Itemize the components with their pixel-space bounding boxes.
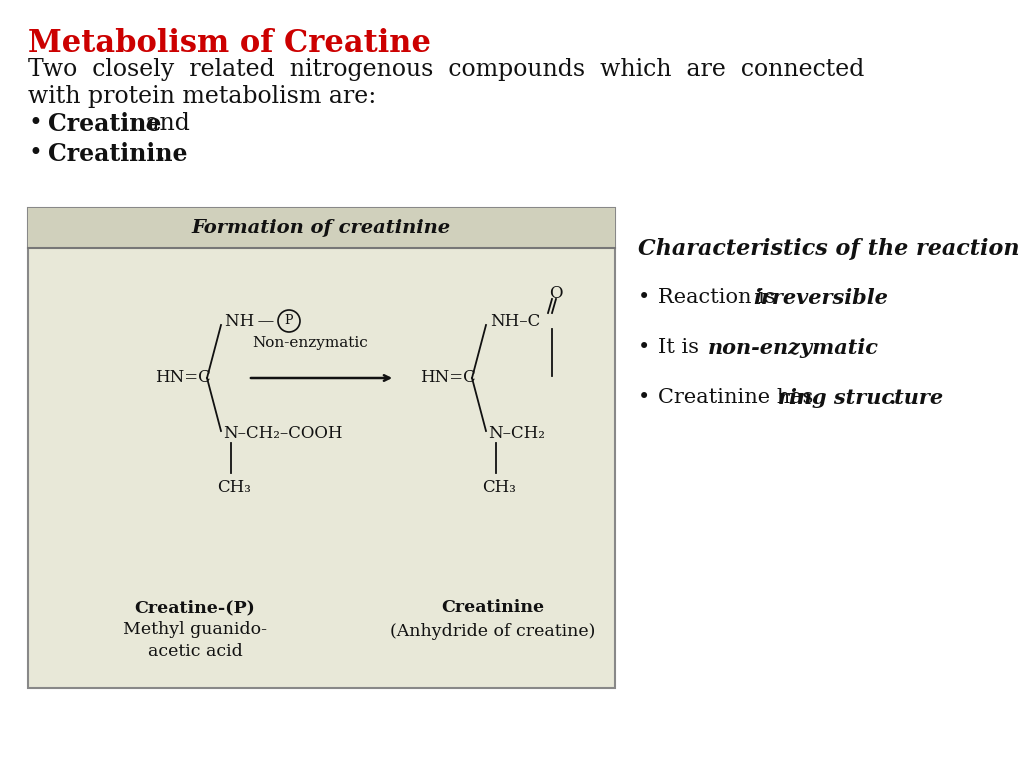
- Text: non-enzymatic: non-enzymatic: [708, 338, 879, 358]
- Text: It is: It is: [658, 338, 706, 357]
- Text: Metabolism of Creatine: Metabolism of Creatine: [28, 28, 431, 59]
- Text: .: .: [158, 142, 166, 165]
- Text: HN=C: HN=C: [155, 369, 211, 386]
- Text: CH₃: CH₃: [482, 479, 516, 496]
- Text: Creatinine: Creatinine: [441, 600, 545, 617]
- Text: •: •: [638, 338, 650, 357]
- Text: .: .: [888, 388, 895, 408]
- Text: Creatine-(P): Creatine-(P): [134, 600, 255, 617]
- Text: Reaction is: Reaction is: [658, 288, 782, 307]
- Text: •: •: [28, 142, 42, 165]
- Text: •: •: [638, 288, 650, 307]
- Text: Creatinine has: Creatinine has: [658, 388, 820, 407]
- Text: acetic acid: acetic acid: [147, 644, 243, 660]
- Text: with protein metabolism are:: with protein metabolism are:: [28, 85, 376, 108]
- Text: •: •: [28, 112, 42, 135]
- Text: HN=C: HN=C: [420, 369, 476, 386]
- Text: Non-enzymatic: Non-enzymatic: [252, 336, 368, 350]
- Text: NH —: NH —: [225, 313, 274, 329]
- Text: NH–C: NH–C: [490, 313, 541, 329]
- Text: Creatine: Creatine: [48, 112, 162, 136]
- Bar: [28, 208, 615, 248]
- Text: irreversible: irreversible: [753, 288, 888, 308]
- Text: N–CH₂–COOH: N–CH₂–COOH: [223, 425, 342, 442]
- Text: Formation of creatinine: Formation of creatinine: [191, 219, 451, 237]
- Text: Characteristics of the reaction: Characteristics of the reaction: [638, 238, 1020, 260]
- Text: P: P: [285, 315, 293, 327]
- Text: CH₃: CH₃: [217, 479, 251, 496]
- Text: Creatinine: Creatinine: [48, 142, 187, 166]
- Text: (Anhydride of creatine): (Anhydride of creatine): [390, 624, 596, 641]
- Bar: [28, 208, 615, 688]
- Text: •: •: [638, 388, 650, 407]
- Text: N–CH₂: N–CH₂: [488, 425, 545, 442]
- Text: Two  closely  related  nitrogenous  compounds  which  are  connected: Two closely related nitrogenous compound…: [28, 58, 864, 81]
- Text: O: O: [549, 284, 563, 302]
- Text: Methyl guanido-: Methyl guanido-: [123, 621, 267, 638]
- Text: ring structure: ring structure: [778, 388, 943, 408]
- Text: and: and: [138, 112, 189, 135]
